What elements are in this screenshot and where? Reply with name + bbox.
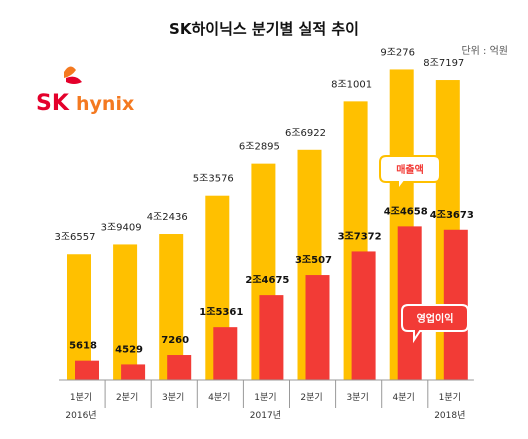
revenue-value-label-3: 5조3576 (193, 174, 234, 185)
x-tick-label-7: 4분기 (393, 392, 415, 403)
x-tick-layer: 1분기 2분기 3분기 4분기 1분기 2분기 3분기 4분기 1분기 2016년 2017년 201… (65, 380, 465, 421)
legend-revenue-label: 매출액 (396, 163, 424, 176)
profit-bar-2 (167, 355, 192, 380)
profit-value-label-4: 2조4675 (245, 274, 289, 286)
logo-hynix-text: hynix (76, 93, 134, 115)
unit-label: 단위 : 억원 (461, 44, 508, 57)
year-label-4: 2017년 (250, 410, 281, 421)
butterfly-icon (64, 66, 82, 84)
legend-callout-revenue: 매출액 (379, 155, 441, 193)
x-tick-label-5: 2분기 (300, 392, 322, 403)
x-tick-label-3: 4분기 (208, 392, 230, 403)
profit-bar-4 (259, 295, 284, 380)
x-tick-label-1: 2분기 (116, 392, 138, 403)
profit-value-label-5: 3조507 (295, 254, 332, 266)
x-tick-label-0: 1분기 (70, 392, 92, 403)
revenue-bar-1 (113, 244, 138, 380)
profit-bar-0 (75, 360, 99, 380)
chart-title: SK하이닉스 분기별 실적 추이 (169, 20, 359, 38)
sk-hynix-logo: SK hynix (36, 66, 134, 116)
legend-callout-profit: 영업이익 (401, 304, 469, 344)
year-label-8: 2018년 (434, 410, 465, 421)
x-tick-label-2: 3분기 (162, 392, 184, 403)
profit-value-label-0: 5618 (69, 341, 97, 352)
profit-value-label-3: 1조5361 (199, 306, 243, 318)
revenue-value-label-4: 6조2895 (239, 142, 280, 153)
revenue-value-label-7: 9조276 (380, 47, 415, 58)
profit-bar-3 (213, 327, 238, 380)
profit-value-label-8: 4조3673 (430, 209, 474, 221)
profit-value-label-1: 4529 (115, 344, 143, 355)
revenue-value-label-8: 8조7197 (423, 58, 464, 69)
x-tick-label-4: 1분기 (254, 392, 276, 403)
profit-bar-1 (121, 364, 146, 380)
year-label-0: 2016년 (65, 410, 96, 421)
profit-value-label-7: 4조4658 (384, 205, 428, 217)
revenue-value-label-2: 4조2436 (147, 212, 188, 223)
x-tick-label-6: 3분기 (346, 392, 368, 403)
revenue-bar-0 (67, 254, 91, 380)
x-tick-label-8: 1분기 (439, 392, 461, 403)
profit-bar-7 (397, 226, 422, 380)
profit-value-label-6: 3조7372 (338, 230, 382, 242)
legend-profit-label: 영업이익 (417, 312, 454, 325)
profit-value-label-2: 7260 (161, 335, 189, 346)
profit-bar-6 (351, 251, 376, 380)
revenue-value-label-0: 3조6557 (54, 232, 95, 243)
logo-sk-text: SK (36, 91, 70, 116)
revenue-value-label-5: 6조6922 (285, 128, 326, 139)
revenue-value-label-1: 3조9409 (101, 222, 142, 233)
revenue-value-label-6: 8조1001 (331, 79, 372, 90)
profit-bar-5 (305, 275, 330, 380)
